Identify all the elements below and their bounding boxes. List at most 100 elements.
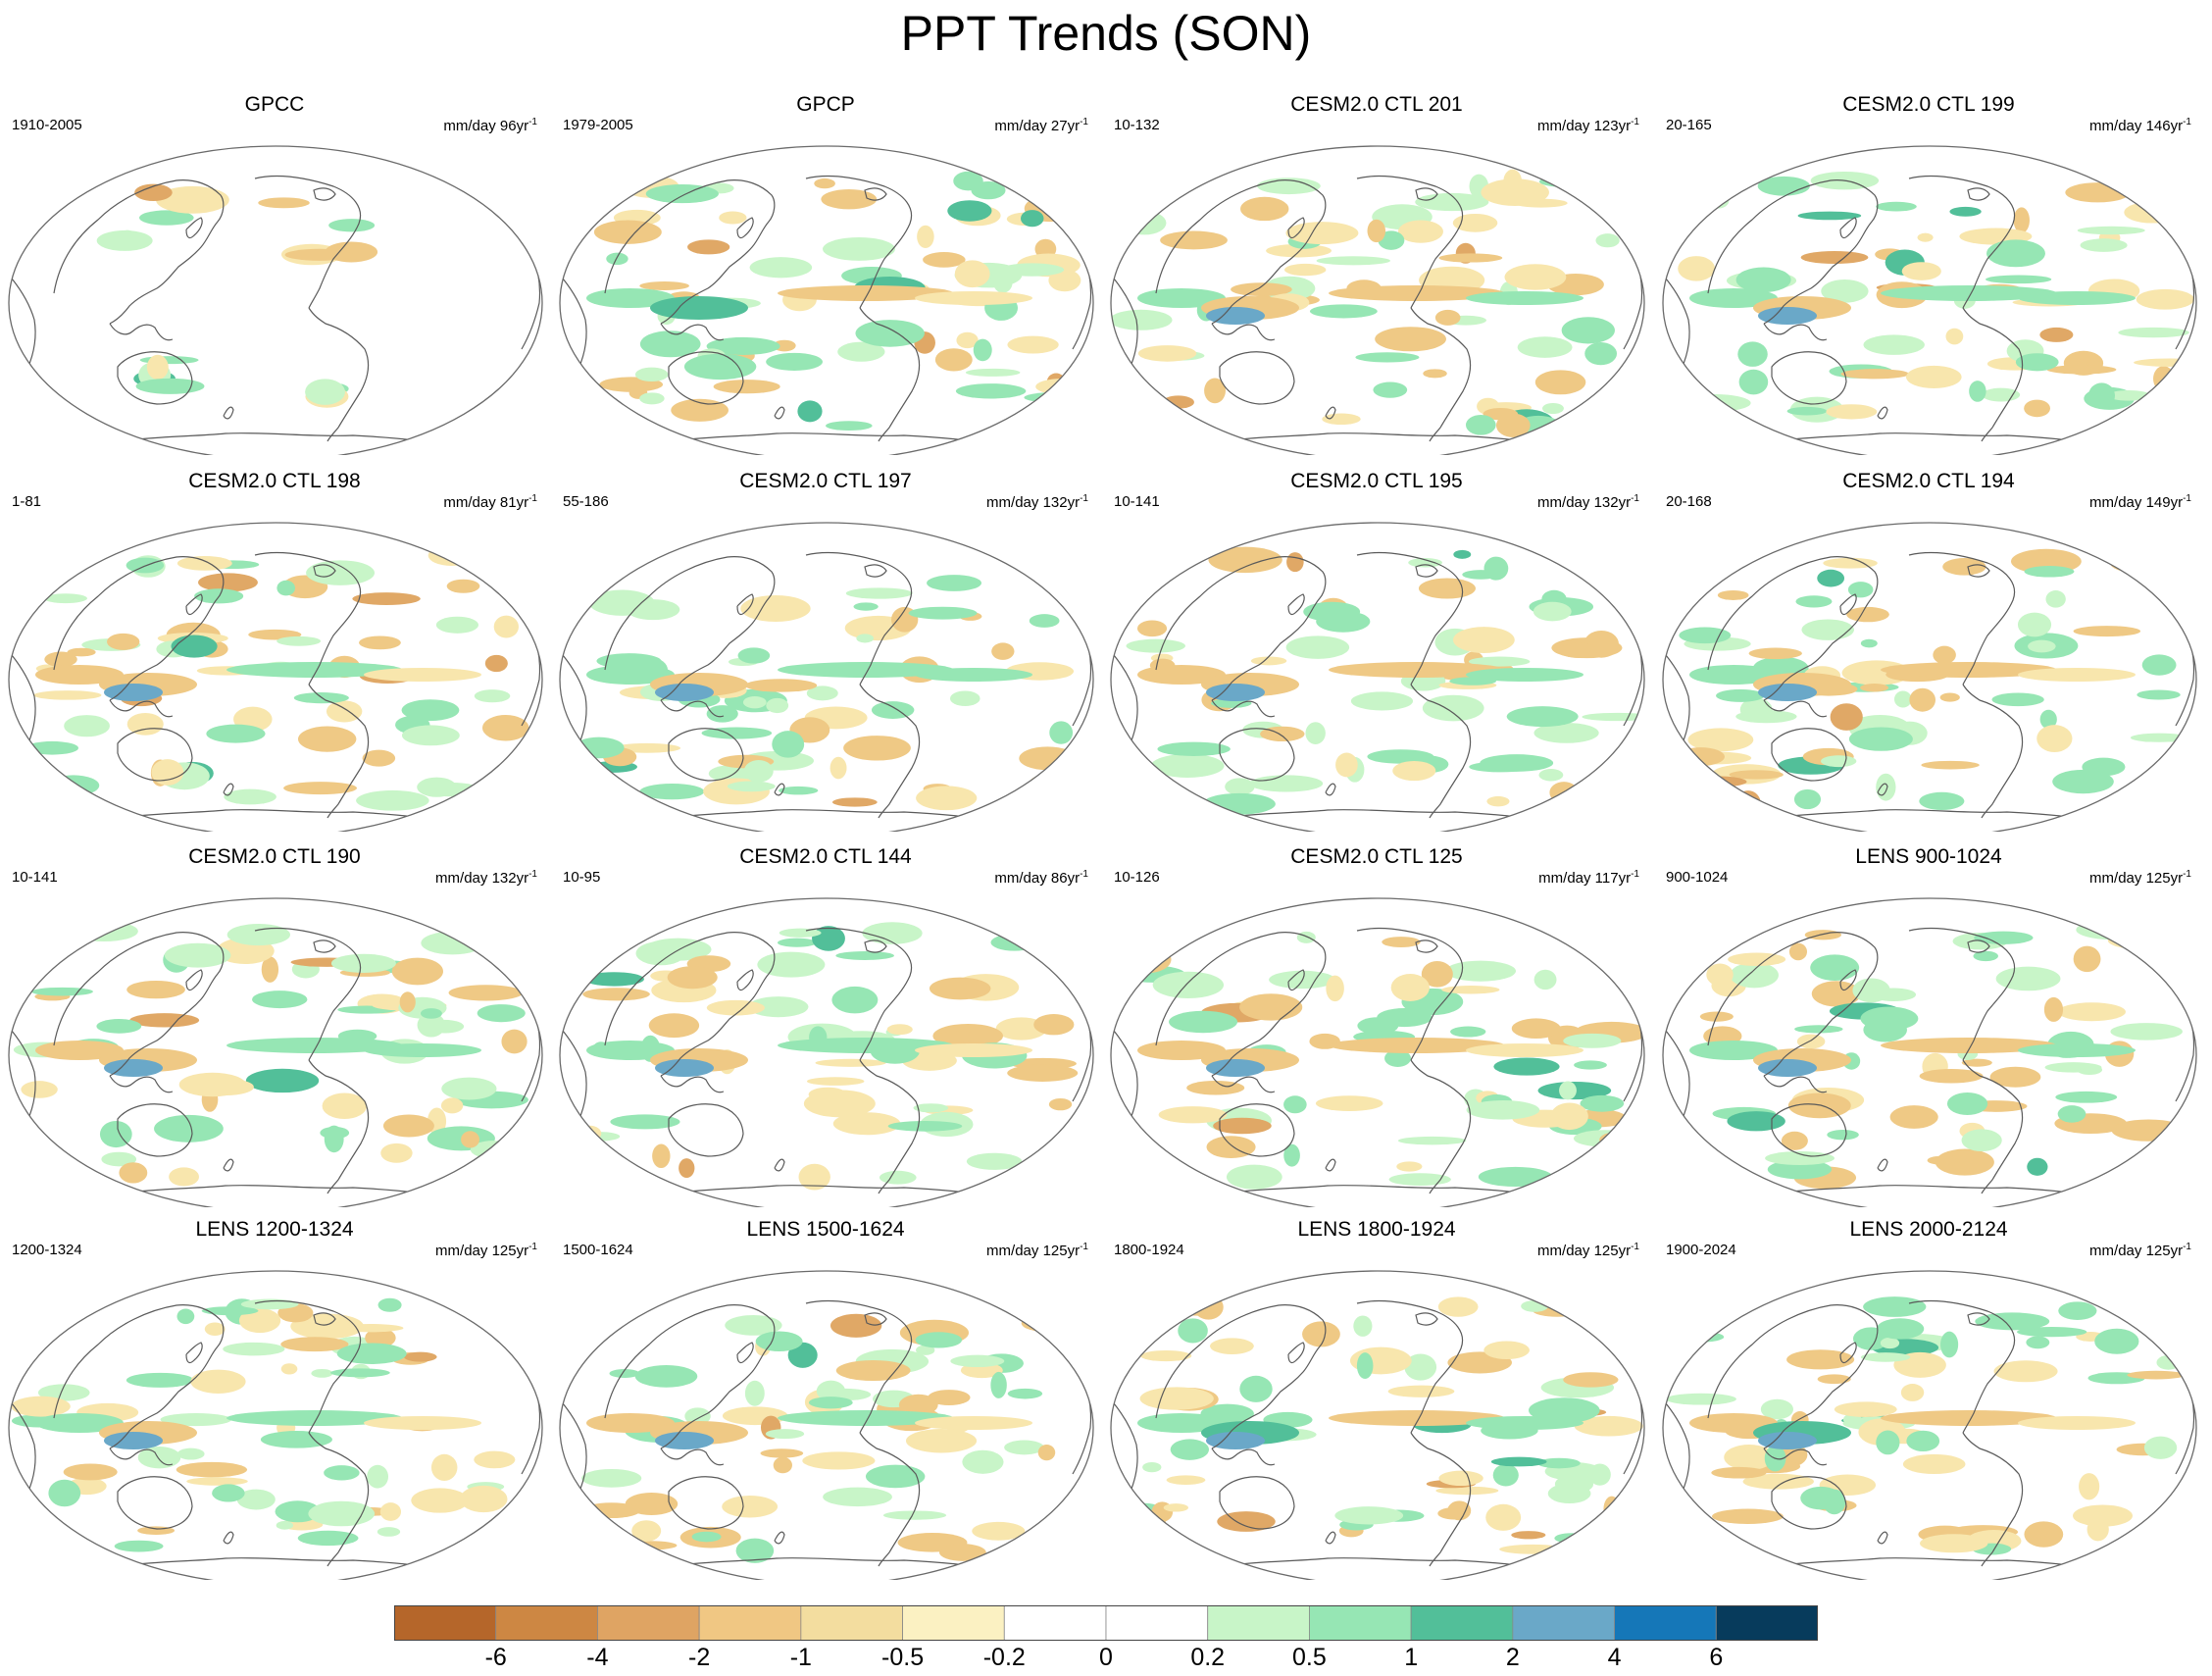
map-frame bbox=[559, 145, 1094, 455]
map-frame bbox=[559, 522, 1094, 832]
panel-title: CESM2.0 CTL 197 bbox=[739, 470, 912, 492]
units-label: mm/day bbox=[2089, 870, 2142, 887]
colorbar-swatch bbox=[1207, 1605, 1310, 1641]
colorbar bbox=[394, 1605, 1818, 1641]
figure-title: PPT Trends (SON) bbox=[900, 6, 1312, 61]
coastlines bbox=[1665, 175, 2195, 448]
trend-span: 149 bbox=[2145, 494, 2171, 511]
panel-period: 10-126 bbox=[1114, 869, 1160, 886]
panel-title: LENS 1800-1924 bbox=[1297, 1218, 1456, 1241]
world-map bbox=[1662, 897, 2197, 1207]
units-label: mm/day bbox=[1537, 1243, 1590, 1259]
coastlines bbox=[1665, 1299, 2195, 1573]
colorbar-swatch bbox=[800, 1605, 903, 1641]
world-map bbox=[1110, 145, 1645, 455]
span-unit: yr bbox=[516, 1243, 529, 1259]
colorbar-tick-label: -1 bbox=[789, 1644, 812, 1671]
world-map bbox=[8, 1270, 543, 1580]
panel-title: CESM2.0 CTL 199 bbox=[1842, 93, 2015, 116]
panel-units: mm/day 123yr-1 bbox=[1537, 113, 1639, 136]
span-unit: yr bbox=[1067, 118, 1081, 134]
map-panel: CESM2.0 CTL 125 10-126 mm/day 117yr-1 bbox=[1102, 844, 1651, 1207]
span-exponent: -1 bbox=[528, 869, 537, 880]
span-unit: yr bbox=[2170, 494, 2184, 511]
panel-period: 1979-2005 bbox=[563, 117, 633, 133]
units-label: mm/day bbox=[435, 870, 488, 887]
map-frame bbox=[1662, 897, 2197, 1207]
panel-period: 1200-1324 bbox=[12, 1242, 82, 1258]
map-panel: GPCP 1979-2005 mm/day 27yr-1 bbox=[551, 92, 1100, 455]
map-frame bbox=[8, 897, 543, 1207]
panel-units: mm/day 96yr-1 bbox=[443, 113, 537, 136]
coastlines bbox=[11, 175, 541, 448]
span-exponent: -1 bbox=[2183, 493, 2191, 504]
map-frame bbox=[1662, 145, 2197, 455]
panel-units: mm/day 149yr-1 bbox=[2089, 489, 2191, 513]
units-label: mm/day bbox=[1537, 118, 1590, 134]
panel-title: CESM2.0 CTL 125 bbox=[1290, 845, 1463, 868]
panel-period: 1500-1624 bbox=[563, 1242, 633, 1258]
colorbar-swatch bbox=[1105, 1605, 1209, 1641]
span-unit: yr bbox=[1067, 494, 1081, 511]
world-map bbox=[1662, 1270, 2197, 1580]
panel-title: CESM2.0 CTL 198 bbox=[188, 470, 361, 492]
panel-period: 10-132 bbox=[1114, 117, 1160, 133]
colorbar-tick-label: 2 bbox=[1505, 1644, 1520, 1671]
units-label: mm/day bbox=[443, 494, 496, 511]
colorbar-swatch bbox=[1715, 1605, 1818, 1641]
map-frame bbox=[1662, 522, 2197, 832]
trend-span: 27 bbox=[1050, 118, 1068, 134]
panel-units: mm/day 132yr-1 bbox=[986, 489, 1088, 513]
trend-span: 132 bbox=[491, 870, 517, 887]
panel-period: 10-141 bbox=[12, 869, 58, 886]
colorbar-tick-label: -4 bbox=[586, 1644, 609, 1671]
trend-span: 132 bbox=[1593, 494, 1619, 511]
panel-units: mm/day 132yr-1 bbox=[1537, 489, 1639, 513]
panel-period: 1800-1924 bbox=[1114, 1242, 1184, 1258]
span-exponent: -1 bbox=[1080, 117, 1088, 127]
colorbar-tick-label: 0 bbox=[1099, 1644, 1113, 1671]
units-label: mm/day bbox=[2089, 494, 2142, 511]
map-frame bbox=[1110, 897, 1645, 1207]
colorbar-tick-label: 0.2 bbox=[1190, 1644, 1226, 1671]
panel-period: 900-1024 bbox=[1666, 869, 1729, 886]
span-exponent: -1 bbox=[1080, 1242, 1088, 1252]
colorbar-tick-label: 4 bbox=[1607, 1644, 1622, 1671]
map-frame bbox=[1662, 1270, 2197, 1580]
map-panel: LENS 1200-1324 1200-1324 mm/day 125yr-1 bbox=[0, 1217, 549, 1580]
colorbar-swatch bbox=[1410, 1605, 1514, 1641]
units-label: mm/day bbox=[986, 1243, 1039, 1259]
colorbar-tick-label: 6 bbox=[1709, 1644, 1724, 1671]
trend-span: 146 bbox=[2145, 118, 2171, 134]
world-map bbox=[559, 145, 1094, 455]
units-label: mm/day bbox=[1537, 494, 1590, 511]
units-label: mm/day bbox=[2089, 1243, 2142, 1259]
panel-title: LENS 900-1024 bbox=[1855, 845, 2002, 868]
panel-title: GPCP bbox=[796, 93, 855, 116]
panel-title: CESM2.0 CTL 144 bbox=[739, 845, 912, 868]
colorbar-tick-label: -6 bbox=[484, 1644, 507, 1671]
trend-span: 125 bbox=[1593, 1243, 1619, 1259]
map-frame bbox=[559, 1270, 1094, 1580]
span-exponent: -1 bbox=[2183, 117, 2191, 127]
world-map bbox=[8, 522, 543, 832]
map-panel: LENS 1800-1924 1800-1924 mm/day 125yr-1 bbox=[1102, 1217, 1651, 1580]
panel-period: 1910-2005 bbox=[12, 117, 82, 133]
span-exponent: -1 bbox=[528, 1242, 537, 1252]
panel-units: mm/day 146yr-1 bbox=[2089, 113, 2191, 136]
trend-span: 123 bbox=[1593, 118, 1619, 134]
trend-span: 125 bbox=[1042, 1243, 1068, 1259]
panel-title: LENS 2000-2124 bbox=[1849, 1218, 2008, 1241]
trend-span: 125 bbox=[2145, 870, 2171, 887]
panel-units: mm/day 125yr-1 bbox=[2089, 865, 2191, 889]
span-exponent: -1 bbox=[528, 493, 537, 504]
span-unit: yr bbox=[516, 118, 529, 134]
panel-title: CESM2.0 CTL 194 bbox=[1842, 470, 2015, 492]
span-unit: yr bbox=[2170, 118, 2184, 134]
span-unit: yr bbox=[1618, 494, 1632, 511]
panel-title: GPCC bbox=[244, 93, 305, 116]
colorbar-tick-label: -0.5 bbox=[881, 1644, 925, 1671]
precipitation-trend-field bbox=[25, 544, 529, 811]
map-frame bbox=[8, 1270, 543, 1580]
colorbar-swatch bbox=[698, 1605, 802, 1641]
